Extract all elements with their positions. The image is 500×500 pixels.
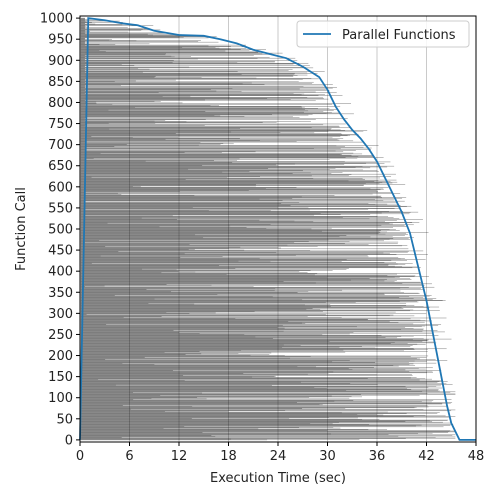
legend-entry-parallel-functions: Parallel Functions <box>342 28 456 43</box>
x-tick-label: 42 <box>418 449 435 464</box>
y-tick-label: 650 <box>48 159 73 174</box>
x-tick-label: 24 <box>270 449 287 464</box>
legend: Parallel Functions <box>296 20 470 48</box>
x-tick-label: 0 <box>76 449 84 464</box>
y-tick-label: 950 <box>48 33 73 48</box>
legend-box <box>296 20 470 48</box>
y-tick-label: 750 <box>48 117 73 132</box>
y-tick-label: 300 <box>48 307 73 322</box>
y-axis-label: Function Call <box>14 187 29 271</box>
x-tick-label: 18 <box>220 449 237 464</box>
x-tick-label: 48 <box>468 449 485 464</box>
line-layer <box>79 17 476 441</box>
y-tick-label: 150 <box>48 370 73 385</box>
y-tick-label: 550 <box>48 201 73 216</box>
y-tick-label: 50 <box>56 412 73 427</box>
y-tick-label: 450 <box>48 244 73 259</box>
x-tick-label: 12 <box>171 449 188 464</box>
y-tick-label: 600 <box>48 180 73 195</box>
y-tick-label: 800 <box>48 96 73 111</box>
x-tick-label: 30 <box>319 449 336 464</box>
y-tick-label: 0 <box>65 433 73 448</box>
y-tick-label: 400 <box>48 265 73 280</box>
y-axis: 0 50 100 150 200 250 300 350 400 450 500 550 600 650 7… <box>40 12 80 448</box>
y-tick-label: 850 <box>48 75 73 90</box>
bars-layer <box>80 17 456 441</box>
x-axis-label: Execution Time (sec) <box>210 471 346 486</box>
y-tick-label: 350 <box>48 286 73 301</box>
grid-layer <box>79 16 477 442</box>
y-tick-label: 500 <box>48 223 73 238</box>
y-tick-label: 100 <box>48 391 73 406</box>
y-tick-label: 200 <box>48 349 73 364</box>
series-line-parallel-functions <box>79 17 476 441</box>
x-tick-label: 36 <box>369 449 386 464</box>
x-axis: 0 6 12 18 24 30 36 42 48 <box>76 442 484 464</box>
x-tick-label: 6 <box>125 449 133 464</box>
y-tick-label: 700 <box>48 138 73 153</box>
y-tick-label: 900 <box>48 54 73 69</box>
y-tick-label: 1000 <box>40 12 73 27</box>
y-tick-label: 250 <box>48 328 73 343</box>
